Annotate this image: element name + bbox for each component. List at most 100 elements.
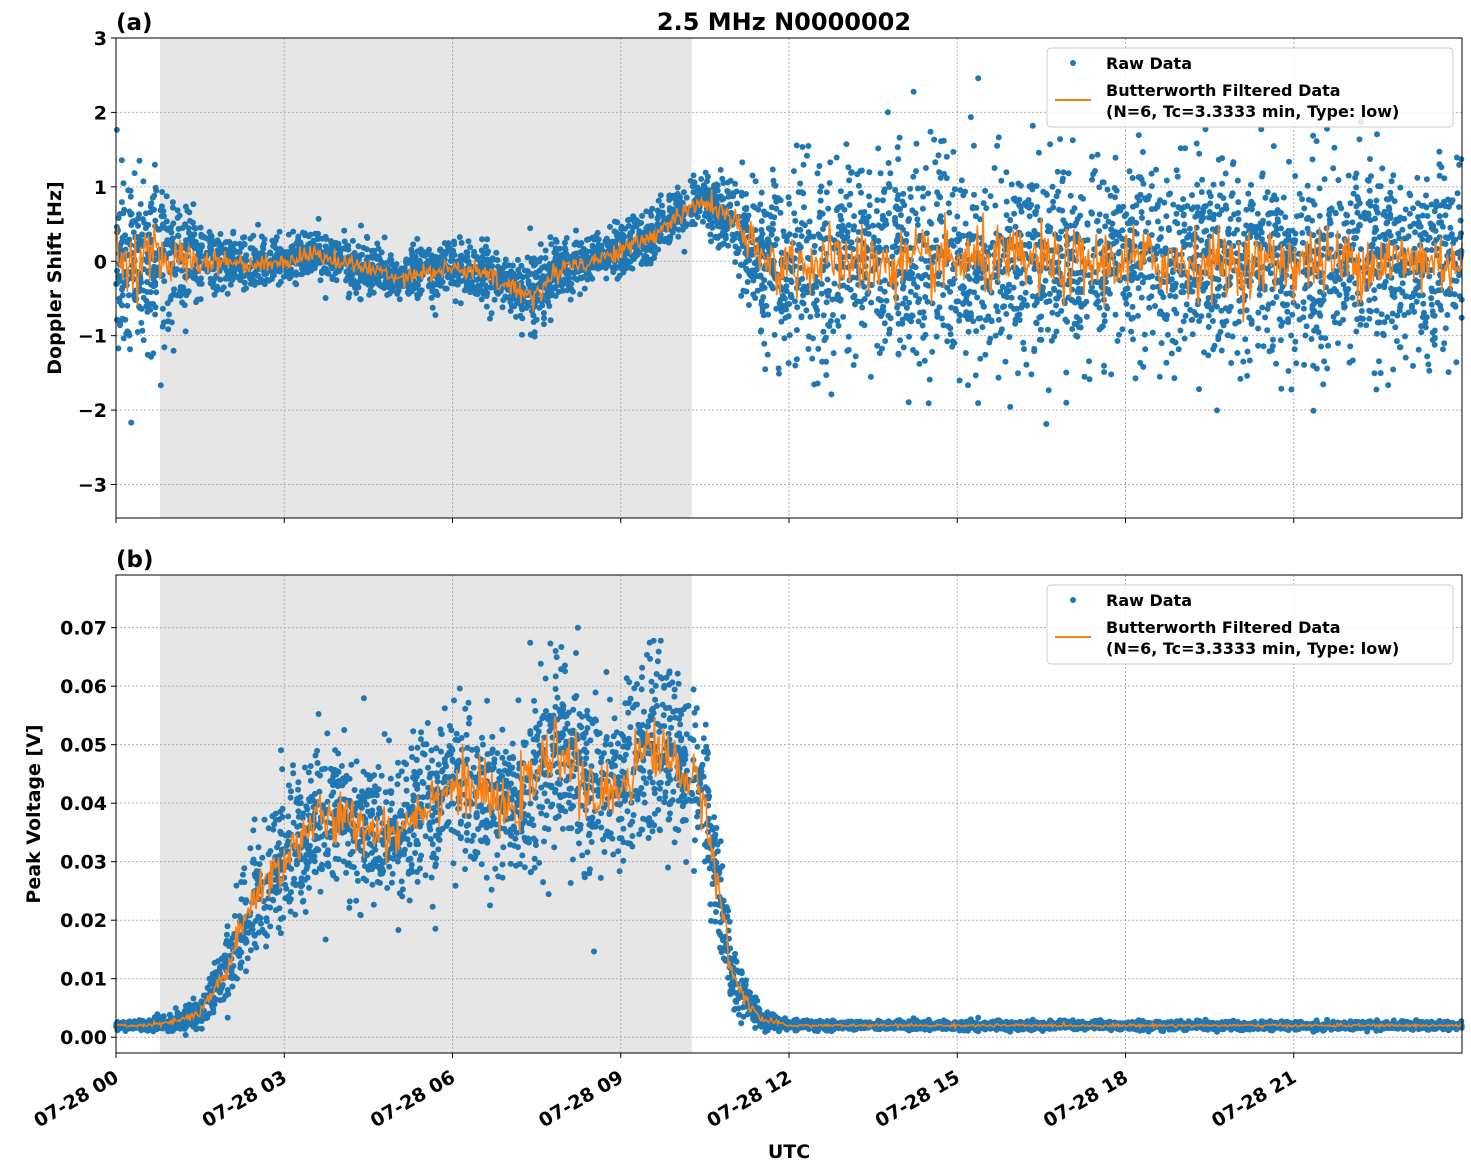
raw-data-point xyxy=(1428,225,1435,232)
raw-data-point xyxy=(944,284,951,291)
raw-data-point xyxy=(1258,126,1265,133)
raw-data-point xyxy=(857,168,864,174)
raw-data-point xyxy=(1071,205,1078,212)
raw-data-point xyxy=(358,222,364,229)
raw-data-point xyxy=(482,243,489,250)
raw-data-point xyxy=(584,276,591,283)
raw-data-point xyxy=(240,234,246,241)
raw-data-point xyxy=(991,165,998,171)
raw-data-point xyxy=(231,240,238,247)
raw-data-point xyxy=(1274,216,1281,223)
raw-data-point xyxy=(863,220,870,227)
raw-data-point xyxy=(167,296,174,303)
raw-data-point xyxy=(1389,310,1396,317)
raw-data-point xyxy=(167,242,174,249)
raw-data-point xyxy=(417,246,424,253)
raw-data-point xyxy=(1280,194,1287,201)
raw-data-point xyxy=(508,272,514,279)
raw-data-point xyxy=(1383,220,1390,227)
raw-data-point xyxy=(1153,166,1160,173)
raw-data-point xyxy=(1428,247,1435,253)
raw-data-point xyxy=(906,299,913,306)
raw-data-point xyxy=(1253,223,1260,230)
raw-data-point xyxy=(1300,299,1307,306)
raw-data-point xyxy=(840,313,847,320)
raw-data-point xyxy=(307,231,314,238)
raw-data-point xyxy=(277,246,284,252)
raw-data-point xyxy=(1376,234,1383,240)
raw-data-point xyxy=(153,187,160,194)
raw-data-point xyxy=(1367,217,1374,224)
raw-data-point xyxy=(1321,358,1328,365)
raw-data-point xyxy=(798,233,805,240)
raw-data-point xyxy=(224,290,231,297)
raw-data-point xyxy=(1321,176,1328,183)
raw-data-point xyxy=(1367,198,1374,205)
raw-data-point xyxy=(1414,174,1421,181)
raw-data-point xyxy=(879,197,886,204)
raw-data-point xyxy=(958,177,965,184)
raw-data-point xyxy=(936,304,943,311)
raw-data-point xyxy=(1311,327,1318,334)
raw-data-point xyxy=(847,286,854,293)
raw-data-point xyxy=(1269,336,1276,343)
raw-data-point xyxy=(1172,339,1179,346)
raw-data-point xyxy=(1439,223,1446,230)
raw-data-point xyxy=(457,300,464,307)
raw-data-point xyxy=(1198,313,1205,320)
raw-data-point xyxy=(828,391,835,398)
raw-data-point xyxy=(830,328,837,335)
raw-data-point xyxy=(161,344,168,351)
raw-data-point xyxy=(529,282,536,289)
raw-data-point xyxy=(1278,209,1284,216)
raw-data-point xyxy=(781,335,788,342)
raw-data-point xyxy=(1198,189,1205,196)
raw-data-point xyxy=(1357,321,1364,328)
raw-data-point xyxy=(793,142,800,149)
raw-data-point xyxy=(1017,182,1024,189)
raw-data-point xyxy=(346,290,353,297)
raw-data-point xyxy=(1027,278,1033,285)
raw-data-point xyxy=(1327,207,1334,214)
raw-data-point xyxy=(1060,169,1067,176)
raw-data-point xyxy=(940,322,947,329)
raw-data-point xyxy=(817,188,824,195)
raw-data-point xyxy=(219,286,225,293)
raw-data-point xyxy=(1207,200,1214,207)
raw-data-point xyxy=(874,197,881,204)
raw-data-point xyxy=(1104,305,1111,312)
raw-data-point xyxy=(210,279,217,286)
raw-data-point xyxy=(914,221,921,228)
raw-data-point xyxy=(330,239,337,246)
raw-data-point xyxy=(311,265,318,272)
raw-data-point xyxy=(935,280,942,287)
raw-data-point xyxy=(705,214,712,220)
raw-data-point xyxy=(1104,186,1111,193)
raw-data-point xyxy=(674,184,681,191)
raw-data-point xyxy=(758,218,765,225)
raw-data-point xyxy=(247,235,254,242)
raw-data-point xyxy=(268,276,275,282)
raw-data-point xyxy=(166,250,173,257)
raw-data-point xyxy=(1363,322,1370,329)
raw-data-point xyxy=(1313,138,1320,145)
raw-data-point xyxy=(811,242,818,249)
raw-data-point xyxy=(616,262,623,269)
raw-data-point xyxy=(1358,308,1365,314)
raw-data-point xyxy=(681,248,688,255)
raw-data-point xyxy=(1215,263,1222,270)
raw-data-point xyxy=(1007,303,1014,309)
raw-data-point xyxy=(1130,336,1136,343)
raw-data-point xyxy=(956,377,963,384)
raw-data-point xyxy=(639,212,646,219)
raw-data-point xyxy=(1139,149,1146,155)
raw-data-point xyxy=(982,351,989,358)
raw-data-point xyxy=(965,328,972,335)
raw-data-point xyxy=(1146,304,1153,311)
raw-data-point xyxy=(530,319,537,325)
raw-data-point xyxy=(1426,367,1433,374)
raw-data-point xyxy=(452,298,459,305)
raw-data-point xyxy=(1331,144,1338,151)
raw-data-point xyxy=(612,238,619,245)
